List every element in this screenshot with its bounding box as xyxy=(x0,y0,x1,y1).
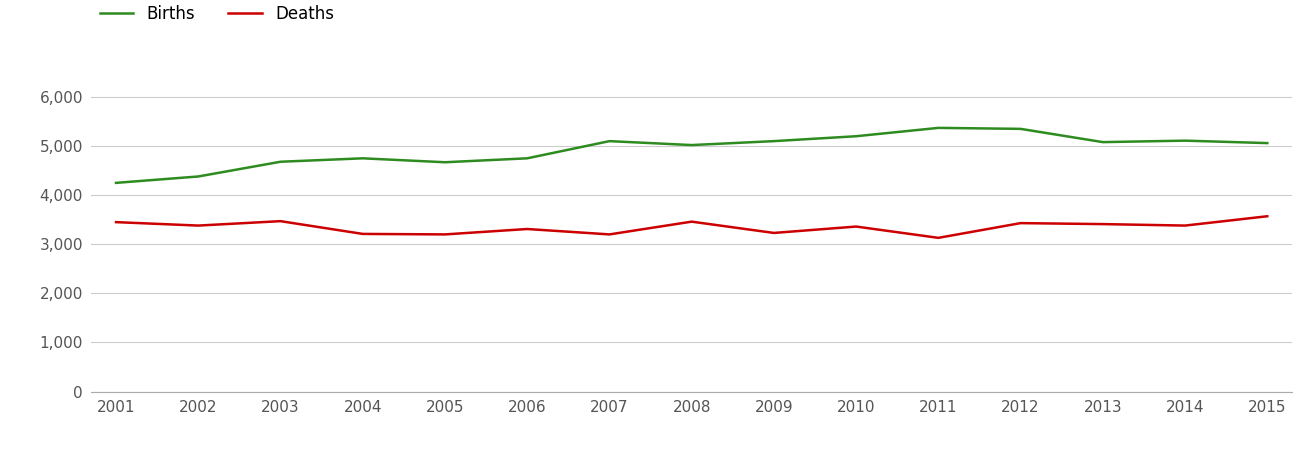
Births xyxy=(684,142,699,148)
Births xyxy=(602,139,617,144)
Deaths xyxy=(684,219,699,225)
Births xyxy=(437,160,453,165)
Births xyxy=(1259,140,1275,146)
Deaths xyxy=(848,224,864,229)
Line: Births: Births xyxy=(116,128,1267,183)
Line: Deaths: Deaths xyxy=(116,216,1267,238)
Deaths xyxy=(1177,223,1193,228)
Deaths xyxy=(191,223,206,228)
Deaths xyxy=(930,235,946,241)
Births xyxy=(519,156,535,161)
Legend: Births, Deaths: Births, Deaths xyxy=(99,4,334,22)
Births xyxy=(108,180,124,185)
Deaths xyxy=(1013,220,1028,226)
Births xyxy=(766,139,782,144)
Births xyxy=(930,125,946,130)
Deaths xyxy=(273,218,288,224)
Births xyxy=(191,174,206,179)
Births xyxy=(848,134,864,139)
Deaths xyxy=(602,232,617,237)
Births xyxy=(273,159,288,164)
Births xyxy=(355,156,371,161)
Deaths xyxy=(766,230,782,236)
Deaths xyxy=(1095,221,1111,227)
Births xyxy=(1095,140,1111,145)
Deaths xyxy=(519,226,535,232)
Deaths xyxy=(355,231,371,237)
Births xyxy=(1013,126,1028,131)
Deaths xyxy=(437,232,453,237)
Deaths xyxy=(1259,214,1275,219)
Deaths xyxy=(108,220,124,225)
Births xyxy=(1177,138,1193,144)
